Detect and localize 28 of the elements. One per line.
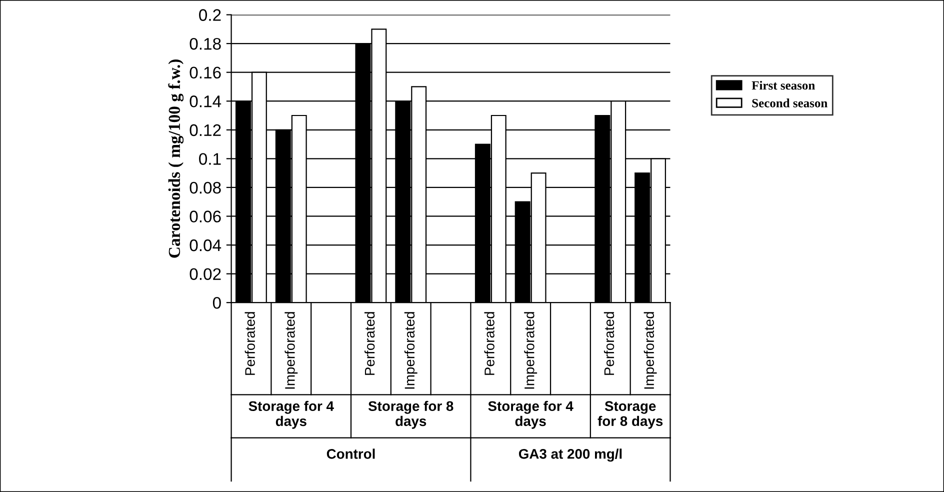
text: Storage for 4 days [248,400,334,429]
y-tick-label: 0.14 [190,96,222,108]
x-tick-label: Imperforated [524,312,538,389]
text: Control [326,448,375,459]
text: Storage for 8 days [368,400,454,429]
y-tick-label: 0.12 [190,124,221,136]
x-tick-label: Imperforated [284,312,298,389]
text: Storage for 4 days [488,400,574,429]
x-tick-label: Perforated [364,312,375,375]
y-tick-label: 0.2 [199,9,221,21]
text: GA3 at 200 mg/l [518,448,622,462]
y-tick-label: 0 [212,296,221,309]
x-tick-label: Imperforated [644,312,657,389]
x-tick-label: Perforated [484,312,494,375]
legend-label: Second season [752,98,828,108]
x-tick-label: Perforated [244,312,255,375]
y-tick-label: 0.16 [190,66,221,79]
y-tick-label: 0.18 [190,38,221,50]
y-tick-label: 0.1 [199,153,221,165]
y-tick-label: 0.04 [190,239,222,252]
legend-label: First season [752,80,815,90]
y-tick-label: 0.08 [190,182,221,194]
y-tick-label: 0.06 [190,210,221,222]
y-tick-label: 0.02 [190,268,221,280]
x-tick-label: Perforated [604,312,614,375]
y-axis-title: Carotenoids ( mg/100 g f.w.) [168,60,184,258]
x-tick-label: Imperforated [404,312,418,389]
text: Storage for 8 days [598,401,663,429]
